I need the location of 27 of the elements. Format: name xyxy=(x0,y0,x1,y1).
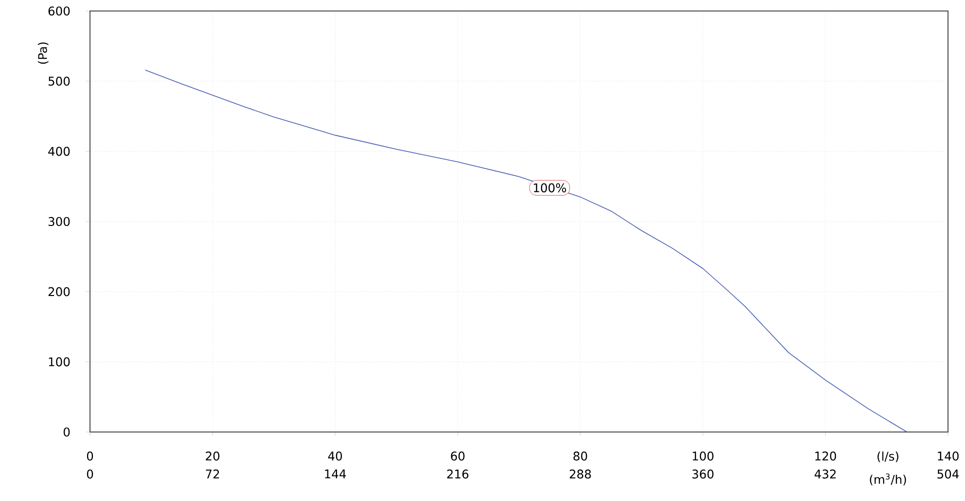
x2-axis-title: (m$^{3}$/h) xyxy=(870,474,906,486)
x2-tick-label: 0 xyxy=(86,470,94,479)
x-tick-label: 120 xyxy=(815,452,836,461)
y-tick-label: 600 xyxy=(48,6,70,16)
x2-tick-label: 504 xyxy=(938,470,959,479)
y-tick-label: 500 xyxy=(48,76,70,86)
x-tick-label: 40 xyxy=(328,452,342,461)
x-tick-label: 100 xyxy=(692,452,714,461)
x2-tick-label: 72 xyxy=(206,470,219,478)
x2-tick-label: 144 xyxy=(325,470,346,478)
y-tick-label: 0 xyxy=(64,427,70,437)
x2-tick-label: 360 xyxy=(692,470,714,479)
x2-tick-label: 432 xyxy=(814,470,836,479)
x-tick-label: 0 xyxy=(86,452,94,461)
x-tick-label: 140 xyxy=(938,452,959,461)
x-tick-label: 20 xyxy=(206,452,220,461)
annotation: 100% xyxy=(534,183,566,192)
x2-tick-label: 288 xyxy=(570,470,591,479)
y-tick-label: 200 xyxy=(48,287,70,296)
x-axis-title: (l/s) xyxy=(878,452,898,462)
y-tick-label: 300 xyxy=(48,216,70,226)
x-tick-label: 60 xyxy=(450,452,465,461)
y-tick-label: 100 xyxy=(48,357,70,366)
x2-tick-label: 216 xyxy=(447,470,468,479)
y-axis-title: (Pa) xyxy=(38,42,48,64)
y-tick-label: 400 xyxy=(48,146,70,156)
x-tick-label: 80 xyxy=(574,452,588,461)
